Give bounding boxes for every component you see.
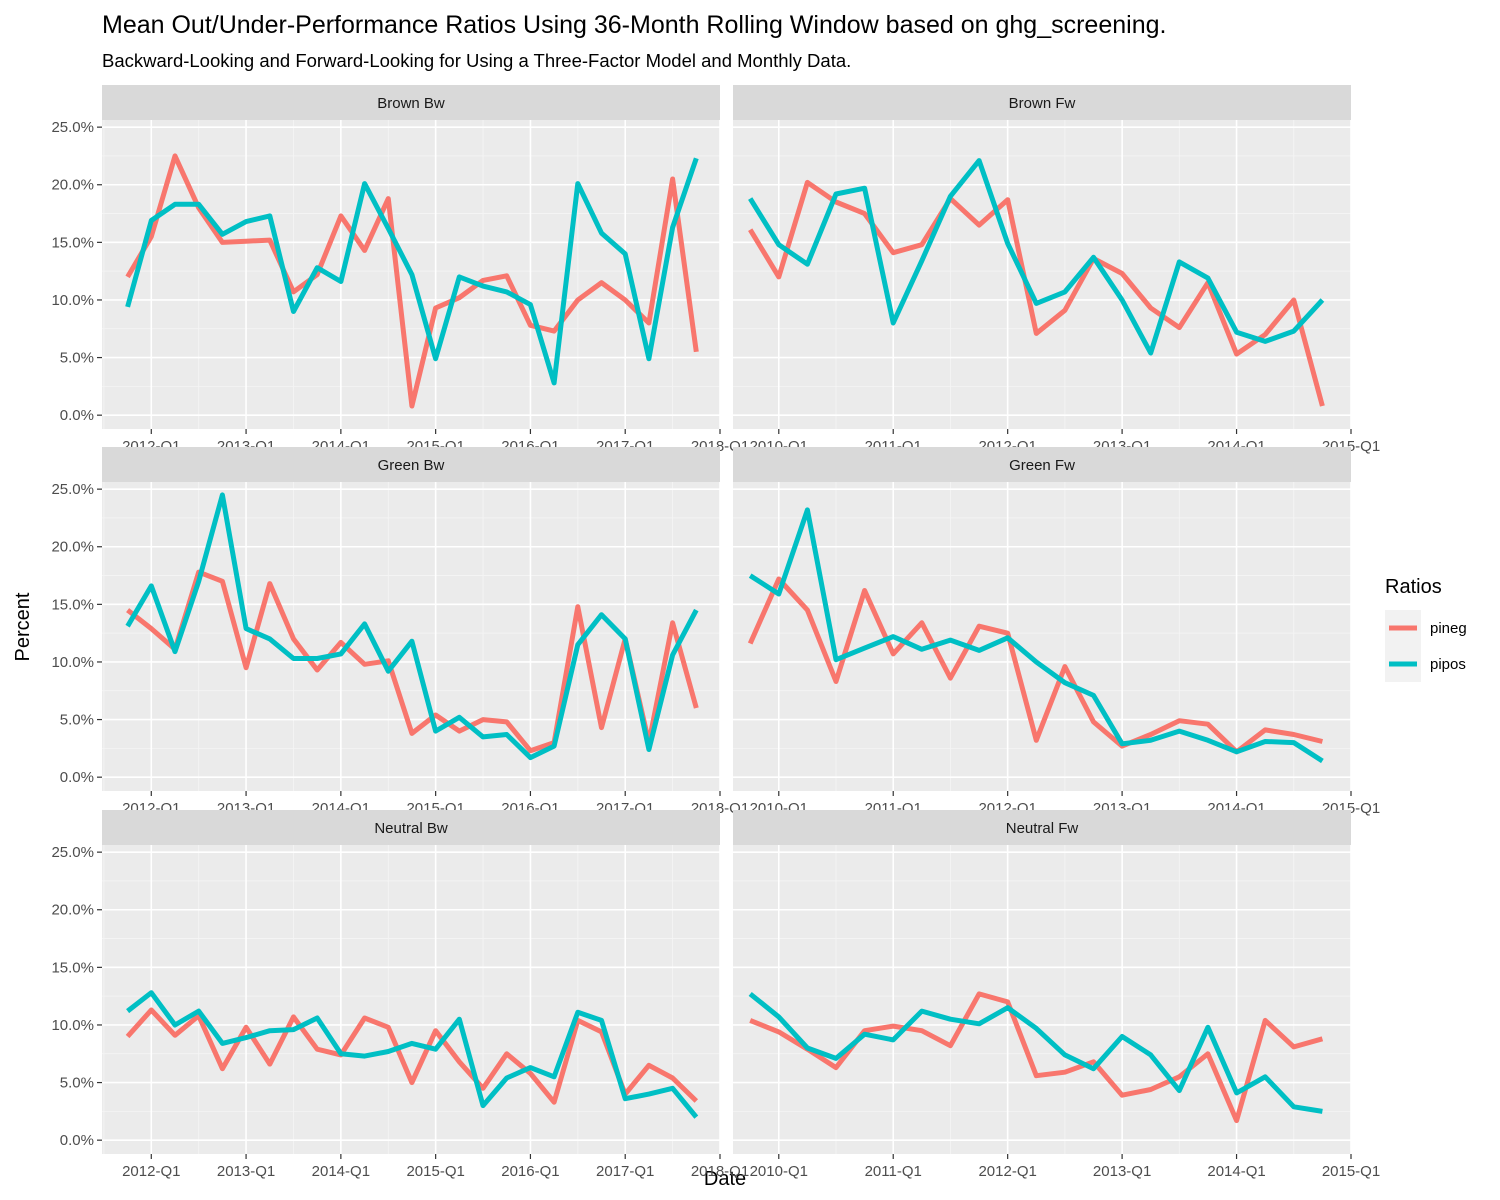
chart-subtitle: Backward-Looking and Forward-Looking for… — [102, 50, 851, 71]
strip-brown-bw — [102, 85, 720, 120]
y-tick-label: 10.0% — [51, 292, 94, 309]
x-tick-label: 2013-Q1 — [1093, 1163, 1151, 1180]
y-tick-label: 0.0% — [60, 1132, 94, 1149]
series-line-pineg-green-fw — [747, 576, 1323, 755]
y-tick-label: 15.0% — [51, 596, 94, 613]
strip-label-neutral-fw: Neutral Fw — [1006, 820, 1079, 837]
x-tick-label: 2016-Q1 — [501, 1163, 559, 1180]
y-tick-label: 5.0% — [60, 1075, 94, 1092]
chart-title: Mean Out/Under-Performance Ratios Using … — [102, 11, 1166, 39]
series-line-pineg-brown-bw — [125, 153, 699, 409]
strip-green-bw — [102, 447, 720, 482]
strip-label-brown-fw: Brown Fw — [1009, 95, 1076, 112]
legend-title: Ratios — [1385, 576, 1442, 598]
panel-background — [733, 845, 1351, 1154]
legend-label-pipos: pipos — [1430, 656, 1466, 673]
series-line-pipos-green-fw — [748, 507, 1324, 764]
facet-panels: Brown Bw 0.0% 5.0% 10.0% 15.0% 20.0% 25.0% 2012… — [51, 85, 1380, 1180]
x-tick-label: 2018-Q1 — [691, 1163, 749, 1180]
panel-neutral-bw: Neutral Bw 0.0% 5.0% 10.0% 15.0% 20.0% 25.0% 20… — [51, 810, 749, 1180]
x-tick-label: 2015-Q1 — [406, 1163, 464, 1180]
x-tick-label: 2014-Q1 — [1207, 1163, 1265, 1180]
y-tick-label: 15.0% — [51, 234, 94, 251]
strip-neutral-bw — [102, 810, 720, 845]
y-tick-label: 25.0% — [51, 481, 94, 498]
y-tick-label: 20.0% — [51, 902, 94, 919]
strip-brown-fw — [733, 85, 1351, 120]
series-line-pineg-brown-fw — [748, 179, 1325, 407]
y-axis-label: Percent — [12, 592, 34, 661]
series-line-pineg-green-bw — [126, 569, 699, 754]
panel-background — [733, 120, 1351, 429]
strip-label-green-bw: Green Bw — [378, 457, 445, 474]
y-tick-label: 10.0% — [51, 1017, 94, 1034]
panel-neutral-fw: Neutral Fw 2010-Q1 2011-Q1 2012-Q1 2013-Q1 20… — [733, 810, 1380, 1180]
y-tick-label: 5.0% — [60, 350, 94, 367]
series-line-pipos-brown-bw — [125, 157, 699, 386]
panel-background — [102, 482, 720, 791]
panel-green-bw: Green Bw0.0%5.0%10.0%15.0%20.0%25.0%2012… — [51, 447, 749, 817]
x-tick-label: 2013-Q1 — [217, 1163, 275, 1180]
x-tick-label: 2015-Q1 — [1322, 1163, 1380, 1180]
series-line-pipos-brown-fw — [748, 158, 1325, 356]
x-axis-label: Date — [704, 1168, 746, 1190]
y-tick-label: 0.0% — [60, 407, 94, 424]
y-tick-label: 20.0% — [51, 177, 94, 194]
strip-label-neutral-bw: Neutral Bw — [374, 820, 448, 837]
x-tick-label: 2011-Q1 — [865, 1163, 922, 1180]
y-tick-label: 25.0% — [51, 844, 94, 861]
strip-neutral-fw — [733, 810, 1351, 845]
series-line-pineg-neutral-bw — [125, 1007, 699, 1105]
y-tick-label: 20.0% — [51, 539, 94, 556]
series-line-pipos-neutral-bw — [126, 990, 699, 1119]
y-tick-label: 10.0% — [51, 654, 94, 671]
strip-label-green-fw: Green Fw — [1009, 457, 1075, 474]
legend-label-pineg: pineg — [1430, 620, 1467, 637]
x-tick-label: 2010-Q1 — [750, 1163, 808, 1180]
y-tick-label: 15.0% — [51, 959, 94, 976]
panel-brown-bw: Brown Bw0.0%5.0%10.0%15.0%20.0%25.0%2012… — [51, 85, 749, 455]
strip-label-brown-bw: Brown Bw — [377, 95, 445, 112]
legend: Ratios pineg pipos — [1385, 576, 1467, 682]
y-tick-label: 5.0% — [60, 712, 94, 729]
y-tick-label: 0.0% — [60, 769, 94, 786]
panel-background — [102, 845, 720, 1154]
y-tick-label: 25.0% — [51, 119, 94, 136]
x-tick-label: 2014-Q1 — [312, 1163, 370, 1180]
strip-green-fw — [733, 447, 1351, 482]
series-line-pipos-neutral-fw — [748, 991, 1323, 1114]
series-line-pipos-green-bw — [125, 492, 699, 761]
x-tick-label: 2012-Q1 — [978, 1163, 1036, 1180]
x-tick-label: 2012-Q1 — [122, 1163, 180, 1180]
series-line-pineg-neutral-fw — [749, 991, 1324, 1124]
x-tick-label: 2017-Q1 — [596, 1163, 654, 1180]
